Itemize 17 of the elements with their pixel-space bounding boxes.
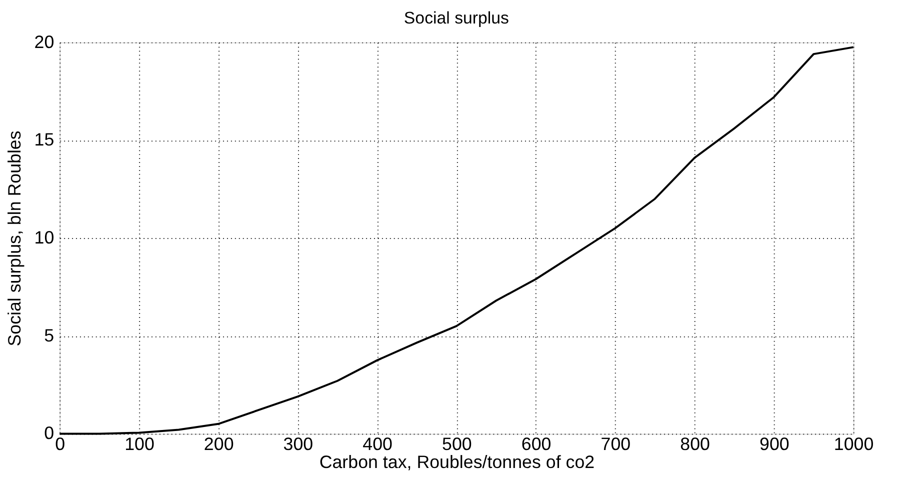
y-axis-title: Social surplus, bln Roubles [4,130,24,346]
x-axis-title: Carbon tax, Roubles/tonnes of co2 [319,452,595,472]
x-tick-label: 300 [283,434,314,454]
y-tick-label: 15 [34,130,54,150]
x-tick-label: 200 [204,434,234,454]
x-tick-label: 600 [521,434,552,454]
x-tick-label: 1000 [834,434,874,454]
x-tick-label: 500 [442,434,472,454]
y-tick-label: 5 [44,325,54,346]
y-tick-label: 20 [34,32,54,52]
x-tick-label: 100 [124,434,154,454]
x-tick-label: 400 [362,434,393,454]
chart-title: Social surplus [404,8,509,28]
x-tick-label: 800 [680,434,710,454]
x-tick-label: 700 [600,434,631,454]
y-tick-label: 10 [34,227,54,248]
x-tick-label: 900 [760,434,790,454]
